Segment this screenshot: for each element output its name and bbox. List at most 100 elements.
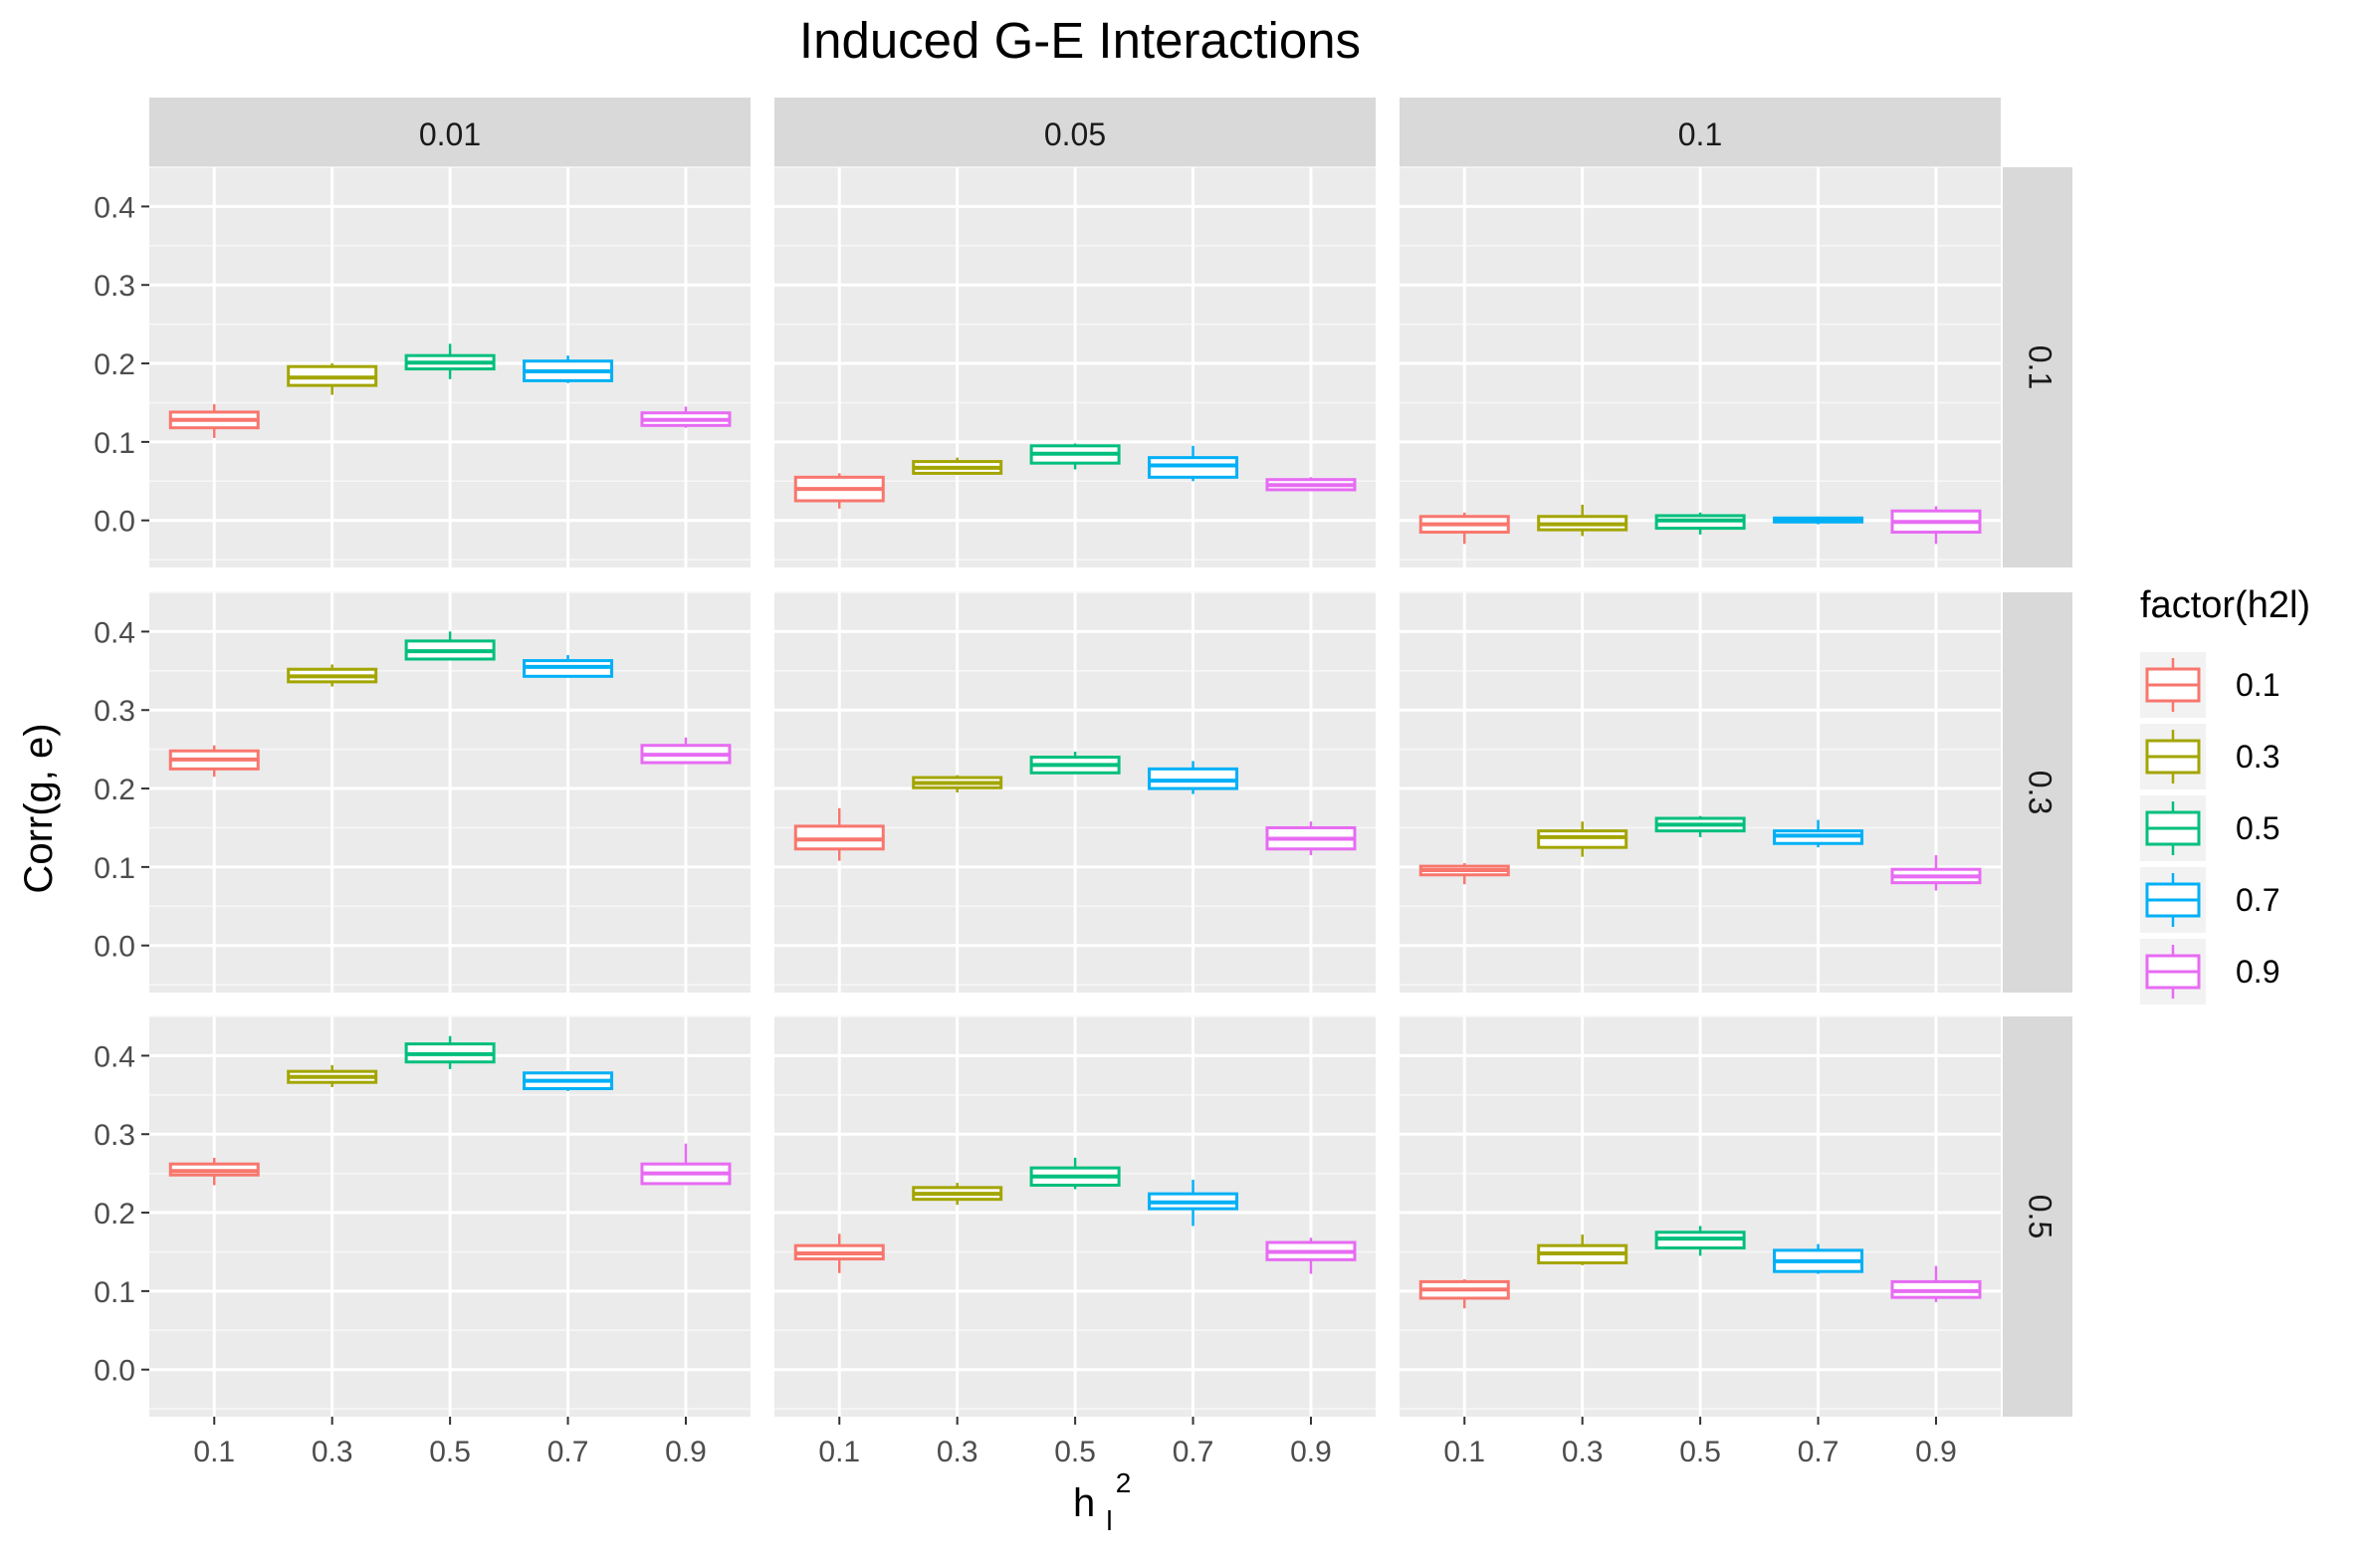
boxplot: [168, 745, 260, 778]
boxplot: [1029, 443, 1121, 470]
column-strip-label: 0.1: [1678, 116, 1722, 152]
y-tick-label: 0.3: [94, 695, 135, 728]
legend-item: 0.5: [2140, 795, 2279, 861]
facet-panel: [1400, 1015, 2001, 1417]
boxplot: [1148, 761, 1239, 794]
row-strip-label: 0.1: [2023, 345, 2058, 389]
boxplot: [287, 363, 378, 395]
x-tick-label: 0.5: [429, 1436, 471, 1468]
boxplot: [1265, 1237, 1357, 1274]
y-axis-label: Corr(g, e): [17, 723, 61, 893]
y-tick-label: 0.0: [94, 931, 135, 964]
boxplot: [1029, 752, 1121, 775]
boxplot: [912, 1183, 1003, 1206]
boxplot: [793, 1233, 885, 1273]
chart-title: Induced G-E Interactions: [799, 12, 1361, 69]
boxplot: [1773, 1243, 1864, 1274]
x-tick-label: 0.7: [547, 1436, 589, 1468]
column-strip-label: 0.05: [1044, 116, 1106, 152]
boxplot: [523, 655, 614, 678]
boxplot: [1654, 1226, 1746, 1256]
boxplot: [523, 1071, 614, 1091]
column-strip: [1400, 98, 2001, 167]
column-strip-label: 0.01: [419, 116, 481, 152]
boxplot: [640, 406, 732, 428]
x-tick-label: 0.9: [665, 1436, 707, 1468]
boxplot: [912, 775, 1003, 792]
x-tick-label: 0.3: [312, 1436, 353, 1468]
legend: factor(h2l) 0.1 0.3 0.5 0.7 0.9: [2140, 584, 2310, 1005]
y-tick-label: 0.3: [94, 1119, 135, 1152]
x-tick-label: 0.3: [1562, 1436, 1604, 1468]
facet-panel: [774, 166, 1376, 567]
x-tick-label: 0.1: [193, 1436, 235, 1468]
boxplot: [640, 737, 732, 765]
column-strip: [774, 98, 1376, 167]
row-strip: [2003, 1016, 2072, 1417]
boxplot: [404, 1035, 496, 1069]
y-tick-label: 0.4: [94, 616, 135, 649]
boxplot: [1418, 862, 1510, 885]
y-tick-label: 0.1: [94, 852, 135, 885]
x-axis-label-sup: 2: [1116, 1467, 1132, 1498]
boxplot: [1148, 1179, 1239, 1227]
x-tick-label: 0.9: [1915, 1436, 1957, 1468]
row-strip: [2003, 592, 2072, 993]
y-tick-label: 0.1: [94, 427, 135, 460]
row-strip: [2003, 167, 2072, 567]
x-axis-label-base: h: [1073, 1481, 1095, 1525]
row-strip-label: 0.3: [2023, 771, 2058, 814]
legend-item-label: 0.5: [2236, 810, 2279, 846]
x-axis-label: h l 2: [1073, 1467, 1131, 1539]
x-tick-label: 0.5: [1679, 1436, 1721, 1468]
boxplot: [404, 343, 496, 379]
facet-panel: [149, 1015, 751, 1417]
facet-panel: [149, 166, 751, 567]
legend-item: 0.9: [2140, 939, 2279, 1005]
boxplot: [1537, 1234, 1628, 1265]
facet-panel: [774, 1015, 1376, 1417]
legend-item: 0.3: [2140, 724, 2279, 789]
boxplot: [640, 1143, 732, 1186]
y-tick-label: 0.1: [94, 1276, 135, 1309]
boxplot: [1537, 821, 1628, 857]
y-tick-label: 0.3: [94, 270, 135, 303]
boxplot: [1654, 512, 1746, 535]
boxplot: [1265, 477, 1357, 492]
x-tick-label: 0.5: [1054, 1436, 1096, 1468]
x-tick-label: 0.3: [937, 1436, 978, 1468]
column-strip: [149, 98, 751, 167]
boxplot: [168, 404, 260, 438]
y-tick-label: 0.0: [94, 506, 135, 539]
boxplot: [1654, 815, 1746, 837]
x-axis-label-sub: l: [1106, 1505, 1112, 1536]
y-tick-label: 0.0: [94, 1355, 135, 1388]
boxplot: [287, 1064, 378, 1087]
boxplot: [1418, 1279, 1510, 1309]
x-tick-label: 0.7: [1173, 1436, 1214, 1468]
row-strip-label: 0.5: [2023, 1195, 2058, 1238]
x-tick-label: 0.1: [818, 1436, 860, 1468]
y-tick-label: 0.2: [94, 1198, 135, 1231]
legend-item-label: 0.3: [2236, 739, 2279, 775]
facet-panel: [1400, 591, 2001, 993]
boxplot: [168, 1157, 260, 1186]
boxplot: [1418, 512, 1510, 545]
boxplot: [1773, 819, 1864, 848]
y-tick-label: 0.4: [94, 1040, 135, 1073]
boxplot: [912, 457, 1003, 475]
legend-title: factor(h2l): [2140, 584, 2310, 626]
boxplot: [793, 473, 885, 509]
x-tick-label: 0.9: [1290, 1436, 1332, 1468]
legend-item-label: 0.7: [2236, 882, 2279, 918]
facet-panel: [149, 591, 751, 993]
y-tick-label: 0.2: [94, 348, 135, 381]
x-tick-label: 0.1: [1443, 1436, 1485, 1468]
boxplot: [1148, 445, 1239, 482]
facet-panel: [774, 591, 1376, 993]
y-tick-label: 0.4: [94, 191, 135, 224]
boxplot: [1890, 506, 1982, 545]
boxplot: [793, 807, 885, 861]
boxplot: [287, 664, 378, 687]
